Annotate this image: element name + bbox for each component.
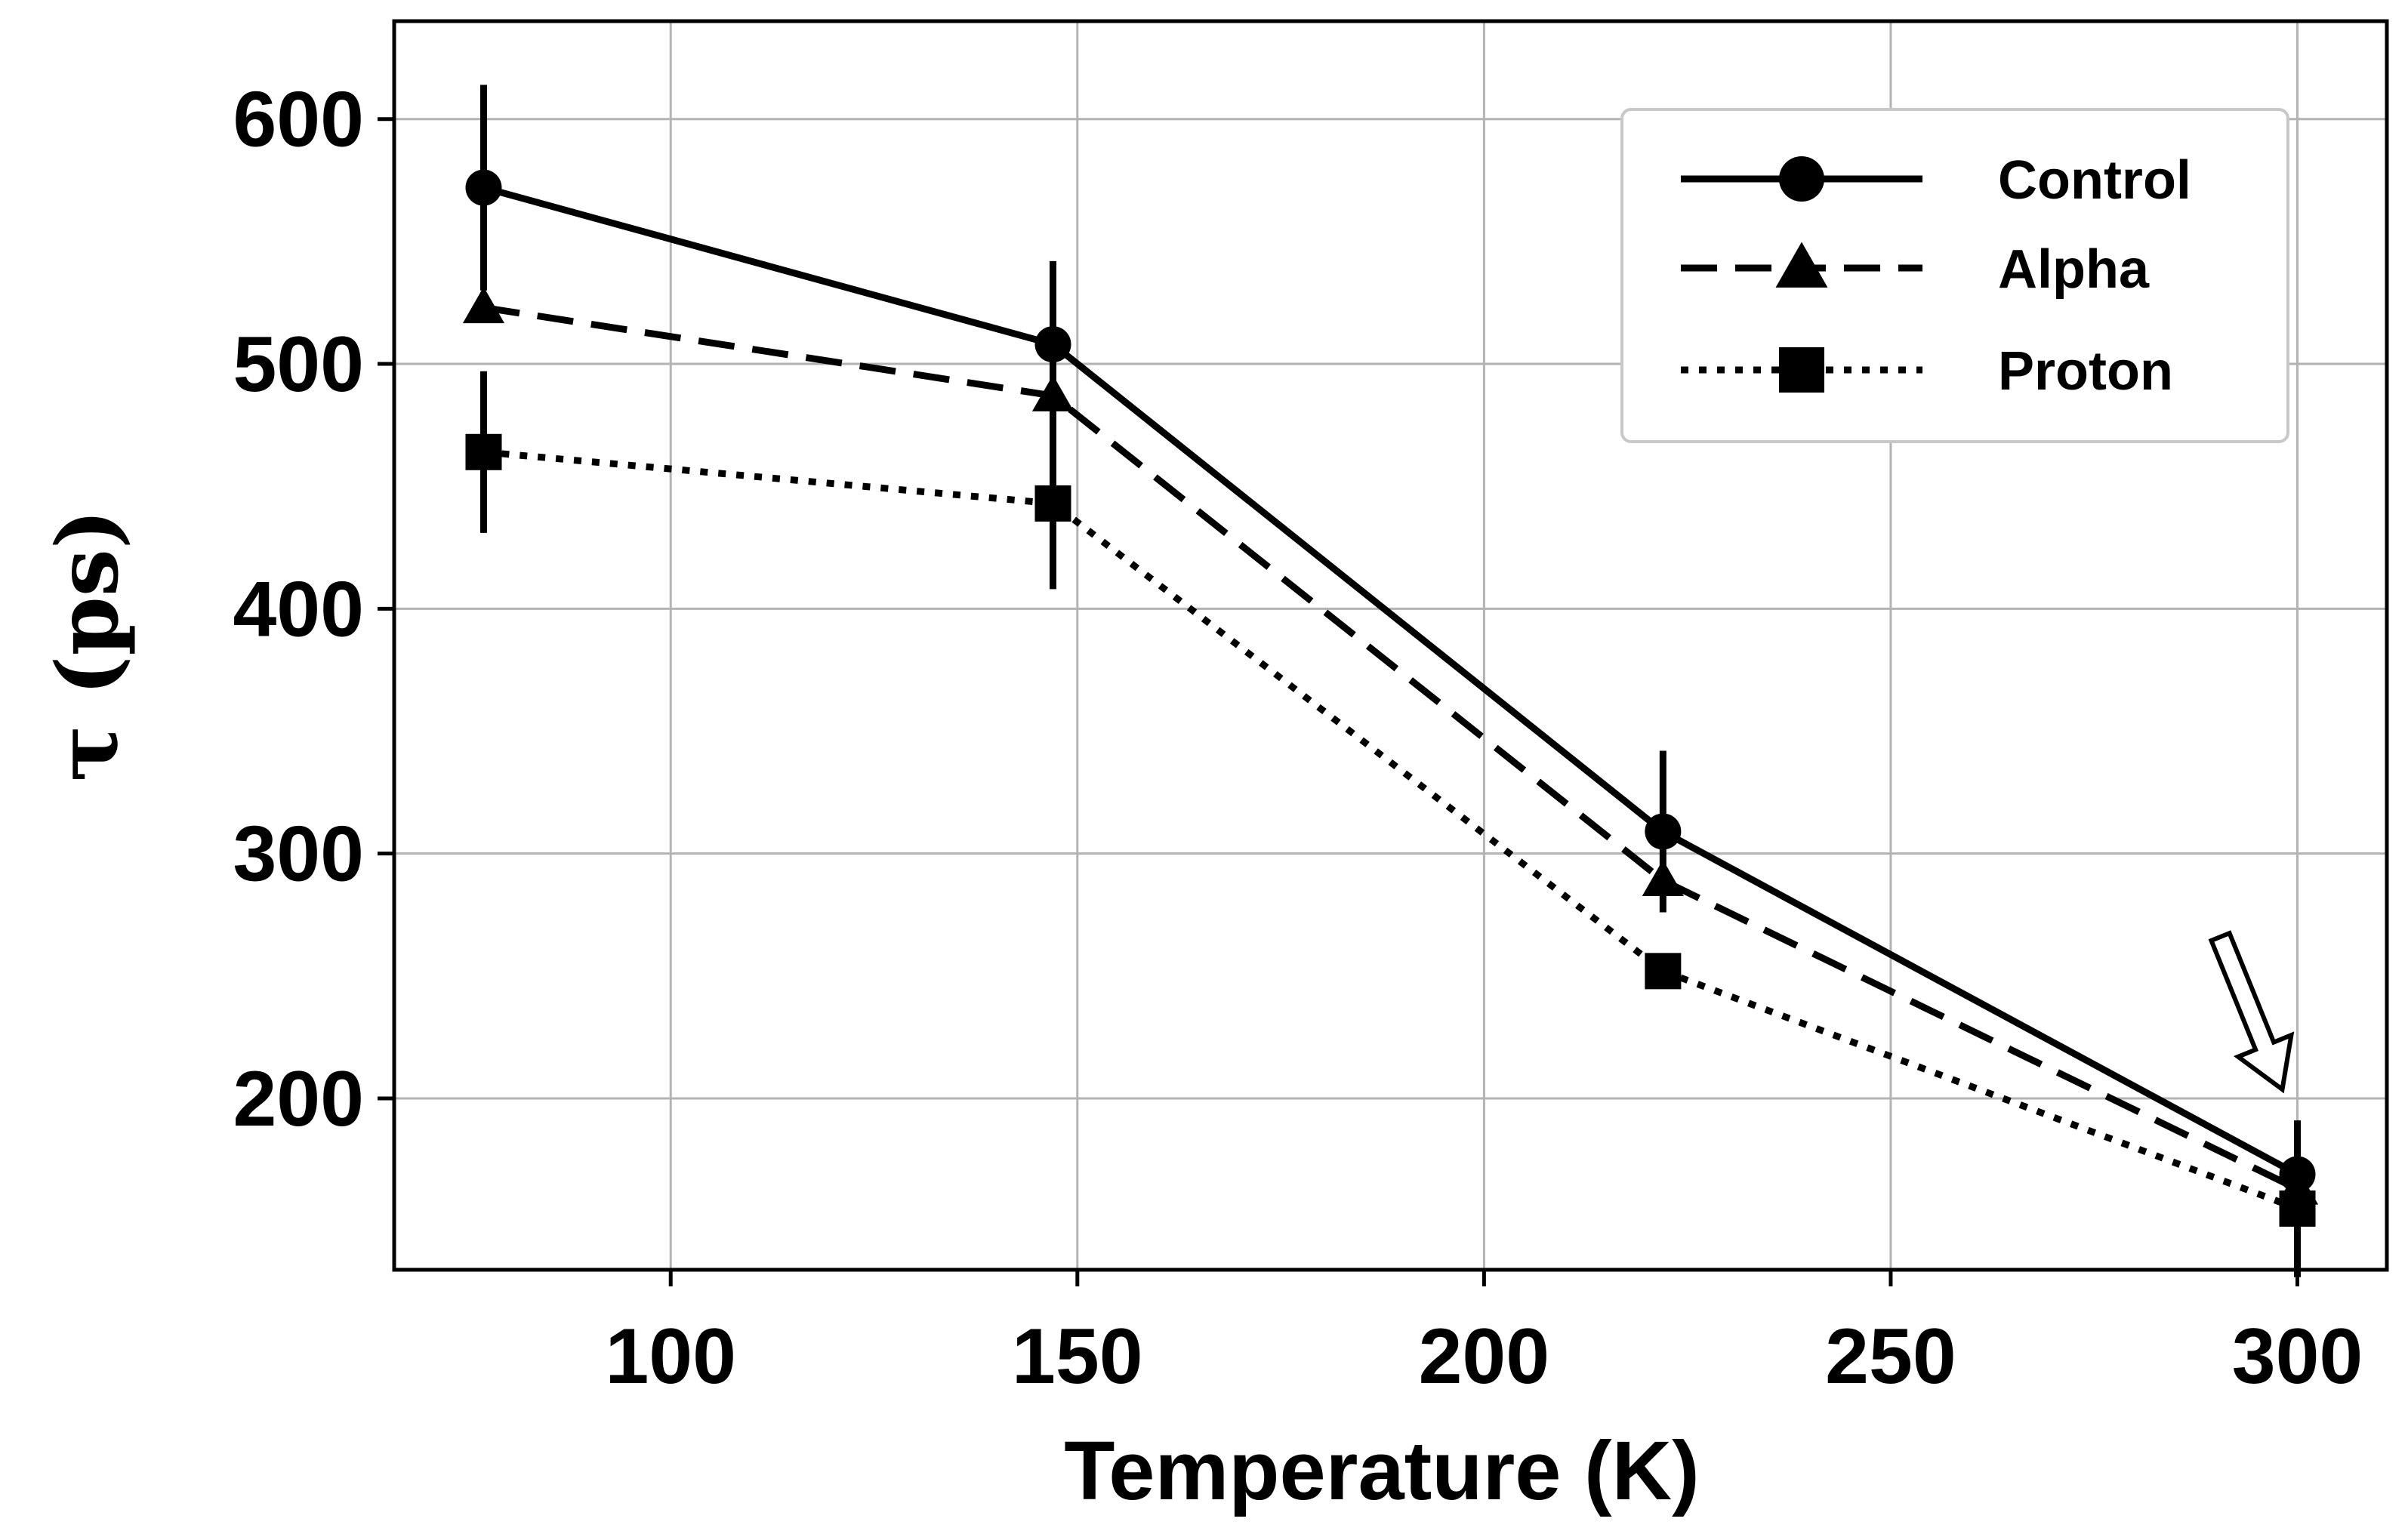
plot-frame bbox=[392, 19, 2389, 1272]
y-tick-label: 400 bbox=[233, 565, 364, 653]
series-lines bbox=[483, 184, 2299, 1212]
proton-series-line bbox=[483, 448, 2299, 1212]
down-arrow-icon bbox=[2208, 930, 2295, 1094]
y-tick-label: 600 bbox=[233, 76, 364, 164]
x-tick-label: 300 bbox=[2232, 1313, 2363, 1400]
axis-ticks: 100 150 200 250 300 200 300 400 500 600 bbox=[233, 76, 2363, 1400]
legend-control-marker bbox=[1779, 156, 1824, 202]
legend-alpha-label: Alpha bbox=[1998, 239, 2150, 300]
legend: Control Alpha Proton bbox=[1620, 108, 2289, 443]
control-data-point bbox=[1034, 326, 1071, 363]
legend-control-label: Control bbox=[1998, 150, 2191, 211]
proton-data-point bbox=[465, 433, 502, 470]
alpha-data-point bbox=[1031, 374, 1075, 411]
series-markers bbox=[462, 169, 2319, 1227]
arrow-annotation bbox=[2208, 930, 2295, 1094]
legend-proton-marker bbox=[1779, 347, 1824, 393]
proton-data-point bbox=[2279, 1190, 2316, 1227]
legend-alpha-marker bbox=[1775, 242, 1828, 288]
y-tick-label: 300 bbox=[233, 811, 364, 898]
proton-data-point bbox=[1034, 485, 1071, 522]
x-tick-label: 250 bbox=[1825, 1313, 1956, 1400]
legend-proton-label: Proton bbox=[1998, 341, 2173, 402]
alpha-data-point bbox=[1642, 859, 1684, 897]
x-tick-label: 100 bbox=[605, 1313, 736, 1400]
x-tick-label: 150 bbox=[1012, 1313, 1143, 1400]
alpha-data-point bbox=[462, 286, 505, 324]
control-data-point bbox=[465, 169, 502, 206]
y-axis-label: τ (ps) bbox=[39, 509, 137, 782]
y-tick-label: 200 bbox=[233, 1055, 364, 1143]
control-data-point bbox=[1645, 813, 1682, 850]
x-axis-label: Temperature (K) bbox=[1064, 1425, 1699, 1517]
x-tick-label: 200 bbox=[1419, 1313, 1550, 1400]
control-series-line bbox=[483, 184, 2299, 1178]
y-tick-label: 500 bbox=[233, 321, 364, 408]
proton-data-point bbox=[1645, 953, 1682, 990]
alpha-series-line bbox=[483, 304, 2299, 1193]
